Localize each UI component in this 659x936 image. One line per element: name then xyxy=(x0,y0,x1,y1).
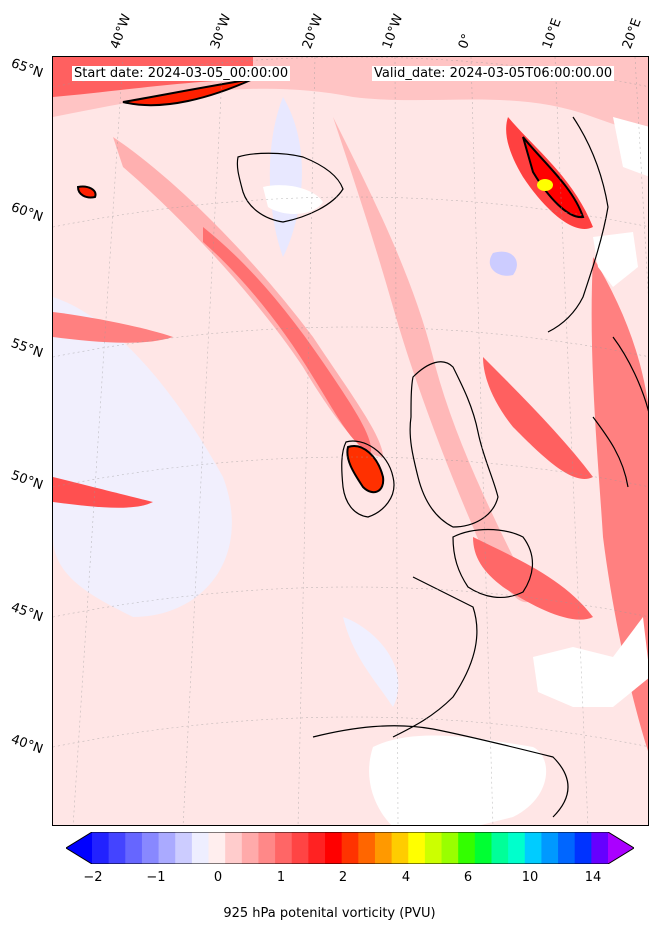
colorbar-cell xyxy=(108,832,126,864)
colorbar-cell xyxy=(175,832,193,864)
colorbar-tick-neg2: −2 xyxy=(83,870,103,885)
masked-area-iberia xyxy=(369,735,546,825)
colorbar-cell xyxy=(225,832,243,864)
colorbar-cell xyxy=(591,832,609,864)
colorbar-cell xyxy=(325,832,343,864)
pv-band-france xyxy=(473,537,593,620)
masked-area-alps xyxy=(533,617,648,707)
colorbar-tick-6: 6 xyxy=(463,870,473,885)
colorbar-cell xyxy=(191,832,210,864)
pv-core-west xyxy=(76,185,97,199)
colorbar-cell xyxy=(424,832,443,864)
lat-label-50n: 50°N xyxy=(8,468,45,494)
masked-area-norway xyxy=(613,117,648,177)
colorbar-cell xyxy=(458,832,476,864)
lon-label-40w: 40°W xyxy=(107,12,135,51)
colorbar-cell xyxy=(125,832,143,864)
colorbar-tick-2: 2 xyxy=(338,870,348,885)
lon-label-20w: 20°W xyxy=(299,12,327,51)
lat-label-45n: 45°N xyxy=(8,600,45,626)
pv-band-west-2 xyxy=(53,312,173,343)
colorbar-cell xyxy=(291,832,309,864)
masked-area-iceland xyxy=(263,185,323,214)
pv-band-north-sea xyxy=(483,357,593,479)
colorbar-cell xyxy=(474,832,492,864)
colorbar-cell xyxy=(358,832,376,864)
negative-pv-region-4 xyxy=(343,617,399,707)
colorbar xyxy=(66,832,634,864)
map-area xyxy=(52,56,649,826)
pv-core-ireland xyxy=(346,445,385,494)
pv-band-west xyxy=(53,477,153,508)
colorbar-cell xyxy=(541,832,559,864)
lon-label-10e: 10°E xyxy=(539,16,565,51)
colorbar-cell xyxy=(92,832,110,864)
pv-band-east xyxy=(591,257,648,751)
negative-pv-region xyxy=(53,297,232,617)
start-date-label: Start date: 2024-03-05_00:00:00 xyxy=(72,66,291,81)
colorbar-cell xyxy=(524,832,542,864)
pv-band-central xyxy=(333,117,533,603)
colorbar-cell xyxy=(408,832,426,864)
lat-label-65n: 65°N xyxy=(8,56,45,82)
colorbar-cell xyxy=(241,832,259,864)
colorbar-cell xyxy=(258,832,276,864)
colorbar-cell xyxy=(158,832,176,864)
colorbar-tick-4: 4 xyxy=(401,870,411,885)
lon-label-0: 0° xyxy=(455,31,476,51)
pv-field-map xyxy=(53,57,648,825)
lat-label-55n: 55°N xyxy=(8,336,45,362)
masked-area-norway-2 xyxy=(593,232,638,287)
colorbar-cell xyxy=(574,832,592,864)
negative-pv-region-3 xyxy=(489,251,517,276)
colorbar-cell xyxy=(441,832,459,864)
pv-max-norway xyxy=(537,179,553,191)
colorbar-cell xyxy=(491,832,509,864)
colorbar-cell xyxy=(208,832,226,864)
colorbar-cell xyxy=(341,832,359,864)
valid-date-label: Valid_date: 2024-03-05T06:00:00.00 xyxy=(372,66,615,81)
colorbar-label: 925 hPa potenital vorticity (PVU) xyxy=(223,906,436,921)
lat-label-40n: 40°N xyxy=(8,732,45,758)
colorbar-tick-0: 0 xyxy=(213,870,223,885)
colorbar-cell xyxy=(275,832,293,864)
colorbar-tick-10: 10 xyxy=(521,870,539,885)
colorbar-extend-min xyxy=(66,832,92,864)
pv-band-atlantic-core xyxy=(203,227,372,452)
colorbar-cell xyxy=(308,832,326,864)
lon-label-30w: 30°W xyxy=(207,12,235,51)
colorbar-cell xyxy=(391,832,409,864)
colorbar-cell xyxy=(374,832,393,864)
negative-pv-region-2 xyxy=(269,97,302,257)
colorbar-cell xyxy=(508,832,526,864)
colorbar-tick-1: 1 xyxy=(276,870,286,885)
lon-label-20e: 20°E xyxy=(619,16,645,51)
lat-label-60n: 60°N xyxy=(8,200,45,226)
lon-label-10w: 10°W xyxy=(379,12,407,51)
colorbar-tick-neg1: −1 xyxy=(146,870,166,885)
colorbar-tick-14: 14 xyxy=(584,870,602,885)
colorbar-cell xyxy=(558,832,576,864)
colorbar-extend-max xyxy=(608,832,634,864)
colorbar-cell xyxy=(141,832,160,864)
